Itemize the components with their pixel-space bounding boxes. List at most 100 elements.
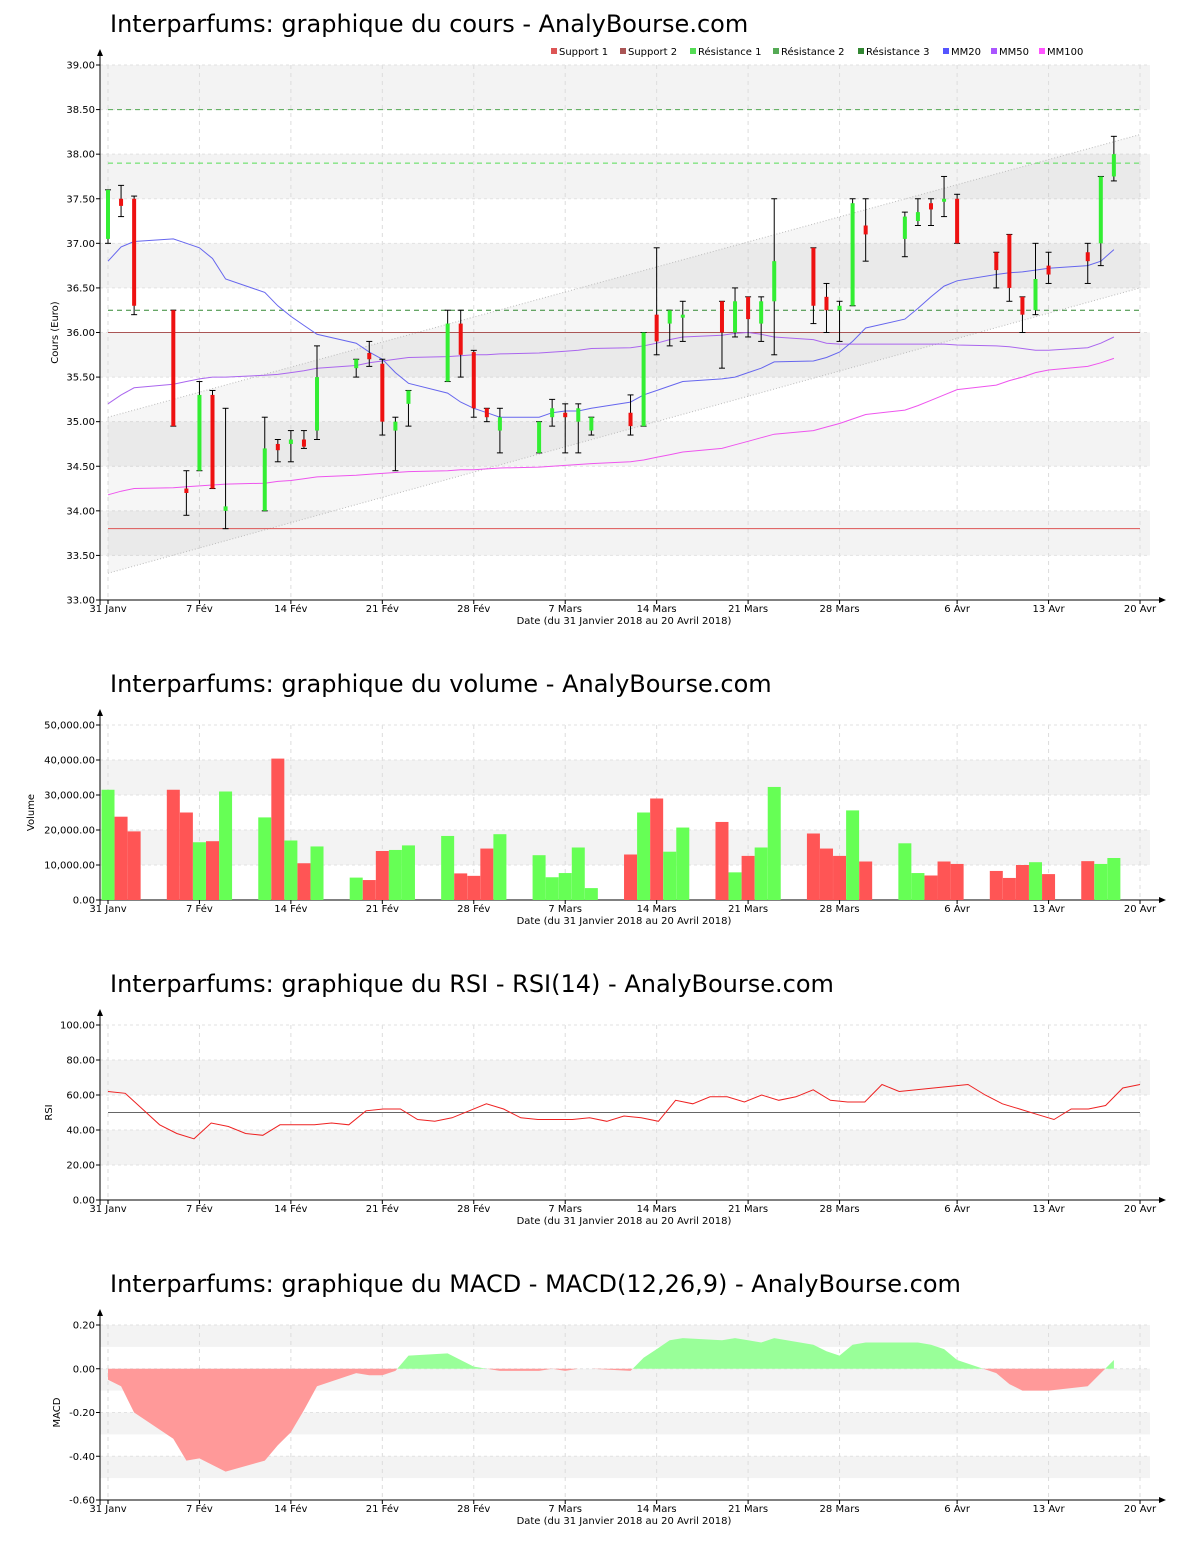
legend-label: Support 1 (559, 47, 608, 58)
volume-x-tick-label: 28 Mars (820, 904, 860, 915)
volume-bar (1002, 877, 1016, 900)
rsi-x-axis-arrow (1159, 1197, 1166, 1203)
volume-bar (454, 873, 468, 900)
price-y-tick-label: 36.50 (66, 283, 95, 294)
legend-swatch (773, 48, 779, 54)
candle-body (210, 394, 215, 489)
candle-body (955, 198, 960, 244)
candle-body (902, 216, 907, 239)
legend-swatch (1039, 48, 1045, 54)
price-band (100, 154, 1150, 199)
volume-bar (846, 810, 860, 900)
price-x-tick-label: 7 Mars (548, 604, 582, 615)
candle-body (184, 488, 189, 493)
rsi-x-tick-label: 13 Avr (1032, 1204, 1065, 1215)
candle-body (928, 203, 933, 210)
volume-bar (937, 861, 951, 900)
volume-bar (362, 880, 376, 900)
rsi-band (100, 1060, 1150, 1095)
rsi-y-tick-label: 60.00 (66, 1091, 95, 1102)
price-x-axis-title: Date (du 31 Janvier 2018 au 20 Avril 201… (517, 616, 732, 627)
candle-body (367, 353, 372, 360)
rsi-x-tick-label: 31 Janv (89, 1204, 126, 1215)
candle-body (824, 296, 829, 311)
macd-x-tick-label: 7 Fév (186, 1503, 213, 1515)
candle-body (497, 417, 502, 431)
volume-chart-title: Interparfums: graphique du volume - Anal… (110, 670, 772, 698)
volume-y-tick-label: 50,000.00 (44, 721, 95, 732)
legend-swatch (690, 48, 696, 54)
volume-bar (206, 841, 220, 900)
volume-bar (898, 843, 912, 900)
macd-x-axis-title: Date (du 31 Janvier 2018 au 20 Avril 201… (517, 1516, 732, 1527)
macd-positive-area (397, 1353, 487, 1369)
volume-bar (532, 855, 546, 900)
candle-body (759, 301, 764, 324)
macd-x-tick-label: 28 Mars (820, 1504, 860, 1515)
candle-body (563, 412, 568, 418)
candle-body (223, 506, 228, 511)
volume-bar (493, 834, 507, 900)
price-x-tick-label: 31 Janv (89, 604, 126, 615)
mm100-line (107, 357, 1115, 496)
volume-y-tick-label: 10,000.00 (44, 861, 95, 872)
price-chart-block: Interparfums: graphique du cours - Analy… (0, 0, 1200, 640)
candle-body (1020, 296, 1025, 315)
macd-y-tick-label: -0.20 (69, 1408, 95, 1419)
volume-bar (441, 835, 455, 900)
volume-bar (219, 791, 233, 900)
rsi-x-tick-label: 14 Mars (637, 1204, 677, 1215)
candle-body (106, 189, 110, 239)
macd-positive-area (1105, 1360, 1114, 1369)
price-y-tick-label: 39.00 (66, 61, 95, 72)
volume-bar (101, 789, 115, 900)
macd-negative-area (983, 1368, 1106, 1391)
price-x-tick-label: 14 Mars (637, 604, 677, 615)
macd-x-tick-label: 31 Janv (89, 1504, 126, 1515)
volume-x-tick-label: 13 Avr (1032, 904, 1065, 915)
volume-bar (388, 849, 402, 900)
rsi-y-tick-label: 0.00 (73, 1196, 95, 1207)
volume-x-tick-label: 21 Fév (366, 903, 399, 915)
legend-swatch (991, 48, 997, 54)
legend-label: Résistance 1 (698, 46, 761, 58)
volume-bar (480, 848, 494, 900)
macd-y-axis-title: MACD (52, 1397, 63, 1427)
legend-label: MM20 (951, 47, 981, 58)
macd-band (100, 1456, 1150, 1479)
legend-swatch (943, 48, 949, 54)
macd-y-tick-label: 0.20 (73, 1321, 95, 1332)
volume-bar (1015, 865, 1029, 900)
volume-y-axis-title: Volume (26, 794, 37, 831)
candle-body (746, 296, 751, 320)
volume-chart-block: Interparfums: graphique du volume - Anal… (0, 660, 1200, 940)
candle-body (994, 252, 999, 271)
volume-bar (1042, 874, 1056, 900)
macd-band (100, 1325, 1150, 1347)
volume-x-tick-label: 7 Fév (186, 903, 213, 915)
rsi-chart-title: Interparfums: graphique du RSI - RSI(14)… (110, 970, 834, 998)
price-y-axis-arrow (97, 49, 103, 56)
macd-x-tick-label: 13 Avr (1032, 1504, 1065, 1515)
macd-negative-area (108, 1368, 398, 1472)
price-band (100, 243, 1150, 288)
legend-label: Résistance 2 (781, 46, 844, 58)
volume-x-axis-title: Date (du 31 Janvier 2018 au 20 Avril 201… (517, 916, 732, 927)
candle-body (1007, 234, 1012, 288)
rsi-x-tick-label: 21 Mars (728, 1204, 768, 1215)
macd-x-tick-label: 21 Fév (366, 1503, 399, 1515)
candle-body (132, 198, 137, 306)
candle-body (680, 314, 685, 318)
price-chart: 33.00 33.50 34.00 34.50 35.00 35.50 36.00 36.50… (50, 46, 1166, 627)
legend-label: MM50 (999, 47, 1029, 58)
candle-body (380, 363, 385, 422)
macd-y-tick-label: 0.00 (73, 1364, 95, 1375)
candle-body (315, 377, 320, 431)
volume-bar (715, 821, 729, 900)
candle-body (1111, 154, 1116, 177)
candle-body (537, 421, 542, 453)
volume-bar (806, 833, 820, 900)
candle-body (733, 301, 738, 333)
price-band (100, 510, 1150, 556)
macd-negative-area (486, 1368, 553, 1371)
